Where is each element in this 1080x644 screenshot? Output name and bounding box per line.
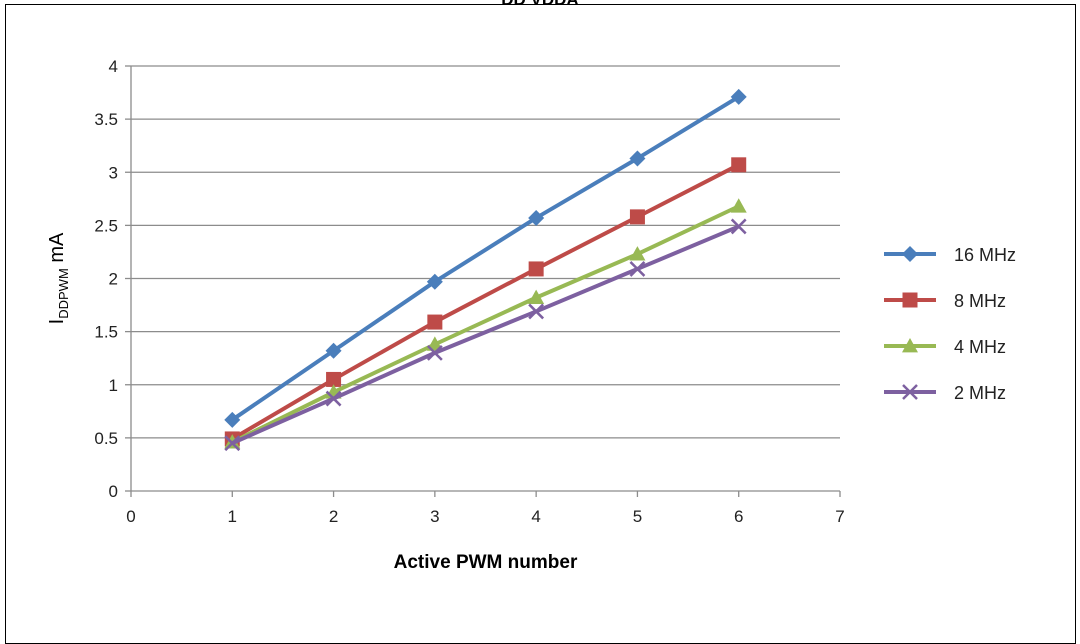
data-point-diamond — [629, 150, 646, 167]
tick-labels: 0 0.5 1 1.5 2 2.5 3 3.5 4 0 1 2 3 4 5 6 7 — [94, 57, 844, 526]
data-point-x — [528, 303, 545, 320]
series-line — [231, 95, 740, 422]
data-point-diamond — [528, 209, 545, 226]
legend-label: 8 MHz — [954, 291, 1006, 311]
data-point-x — [730, 218, 747, 235]
x-tick-label: 3 — [430, 507, 439, 526]
data-point-x — [224, 435, 241, 452]
data-point-square — [427, 314, 443, 330]
data-point-diamond — [426, 273, 443, 290]
legend-item: 16 MHz — [884, 245, 1016, 265]
series-line — [231, 224, 740, 446]
x-tick-label: 4 — [531, 507, 540, 526]
y-axis-title: IDDPWM mA — [46, 232, 71, 324]
y-tick-label: 0.5 — [94, 429, 118, 448]
x-tick-label: 1 — [228, 507, 237, 526]
data-point-triangle — [528, 289, 545, 305]
series-8-mhz — [224, 157, 747, 447]
data-point-square — [326, 371, 342, 387]
data-point-square — [902, 292, 918, 308]
x-tick-label: 6 — [734, 507, 743, 526]
legend: 16 MHz 8 MHz 4 MHz 2 MHz — [884, 245, 1016, 403]
data-point-diamond — [325, 342, 342, 359]
axes — [125, 65, 841, 497]
data-point-square — [528, 261, 544, 277]
x-tick-label: 5 — [633, 507, 642, 526]
legend-label: 2 MHz — [954, 383, 1006, 403]
y-tick-label: 3.5 — [94, 110, 118, 129]
series-line — [231, 204, 740, 444]
line-chart: 0 0.5 1 1.5 2 2.5 3 3.5 4 0 1 2 3 4 5 6 7 Active PWM num… — [46, 57, 1016, 573]
data-point-diamond — [224, 411, 241, 428]
legend-label: 4 MHz — [954, 337, 1006, 357]
data-point-x — [426, 344, 443, 361]
series-16-mhz — [224, 88, 747, 428]
data-point-triangle — [902, 338, 918, 353]
y-tick-label: 1 — [109, 376, 118, 395]
legend-item: 8 MHz — [884, 291, 1006, 311]
data-point-x — [902, 384, 918, 400]
data-point-x — [325, 390, 342, 407]
y-tick-label: 1.5 — [94, 323, 118, 342]
y-tick-label: 2 — [109, 270, 118, 289]
series-layer — [224, 88, 747, 452]
data-point-diamond — [902, 246, 918, 262]
chart-title: DD VDDA — [0, 0, 1080, 10]
series-line — [231, 163, 740, 441]
data-point-square — [629, 209, 645, 225]
legend-item: 2 MHz — [884, 383, 1006, 403]
data-point-triangle — [629, 246, 646, 261]
y-tick-label: 0 — [109, 482, 118, 501]
legend-label: 16 MHz — [954, 245, 1016, 265]
y-tick-label: 4 — [109, 57, 118, 76]
x-tick-label: 2 — [329, 507, 338, 526]
data-point-x — [629, 261, 646, 277]
x-tick-label: 0 — [126, 507, 135, 526]
x-axis-title: Active PWM number — [394, 552, 578, 573]
data-point-square — [731, 157, 747, 173]
y-tick-label: 3 — [109, 163, 118, 182]
data-point-diamond — [730, 88, 747, 105]
series-2-mhz — [224, 218, 747, 452]
x-tick-label: 7 — [835, 507, 844, 526]
data-point-triangle — [730, 198, 747, 213]
legend-item: 4 MHz — [884, 337, 1006, 357]
y-tick-label: 2.5 — [94, 216, 118, 235]
